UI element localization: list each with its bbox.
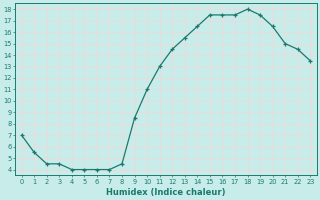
X-axis label: Humidex (Indice chaleur): Humidex (Indice chaleur) [106,188,226,197]
